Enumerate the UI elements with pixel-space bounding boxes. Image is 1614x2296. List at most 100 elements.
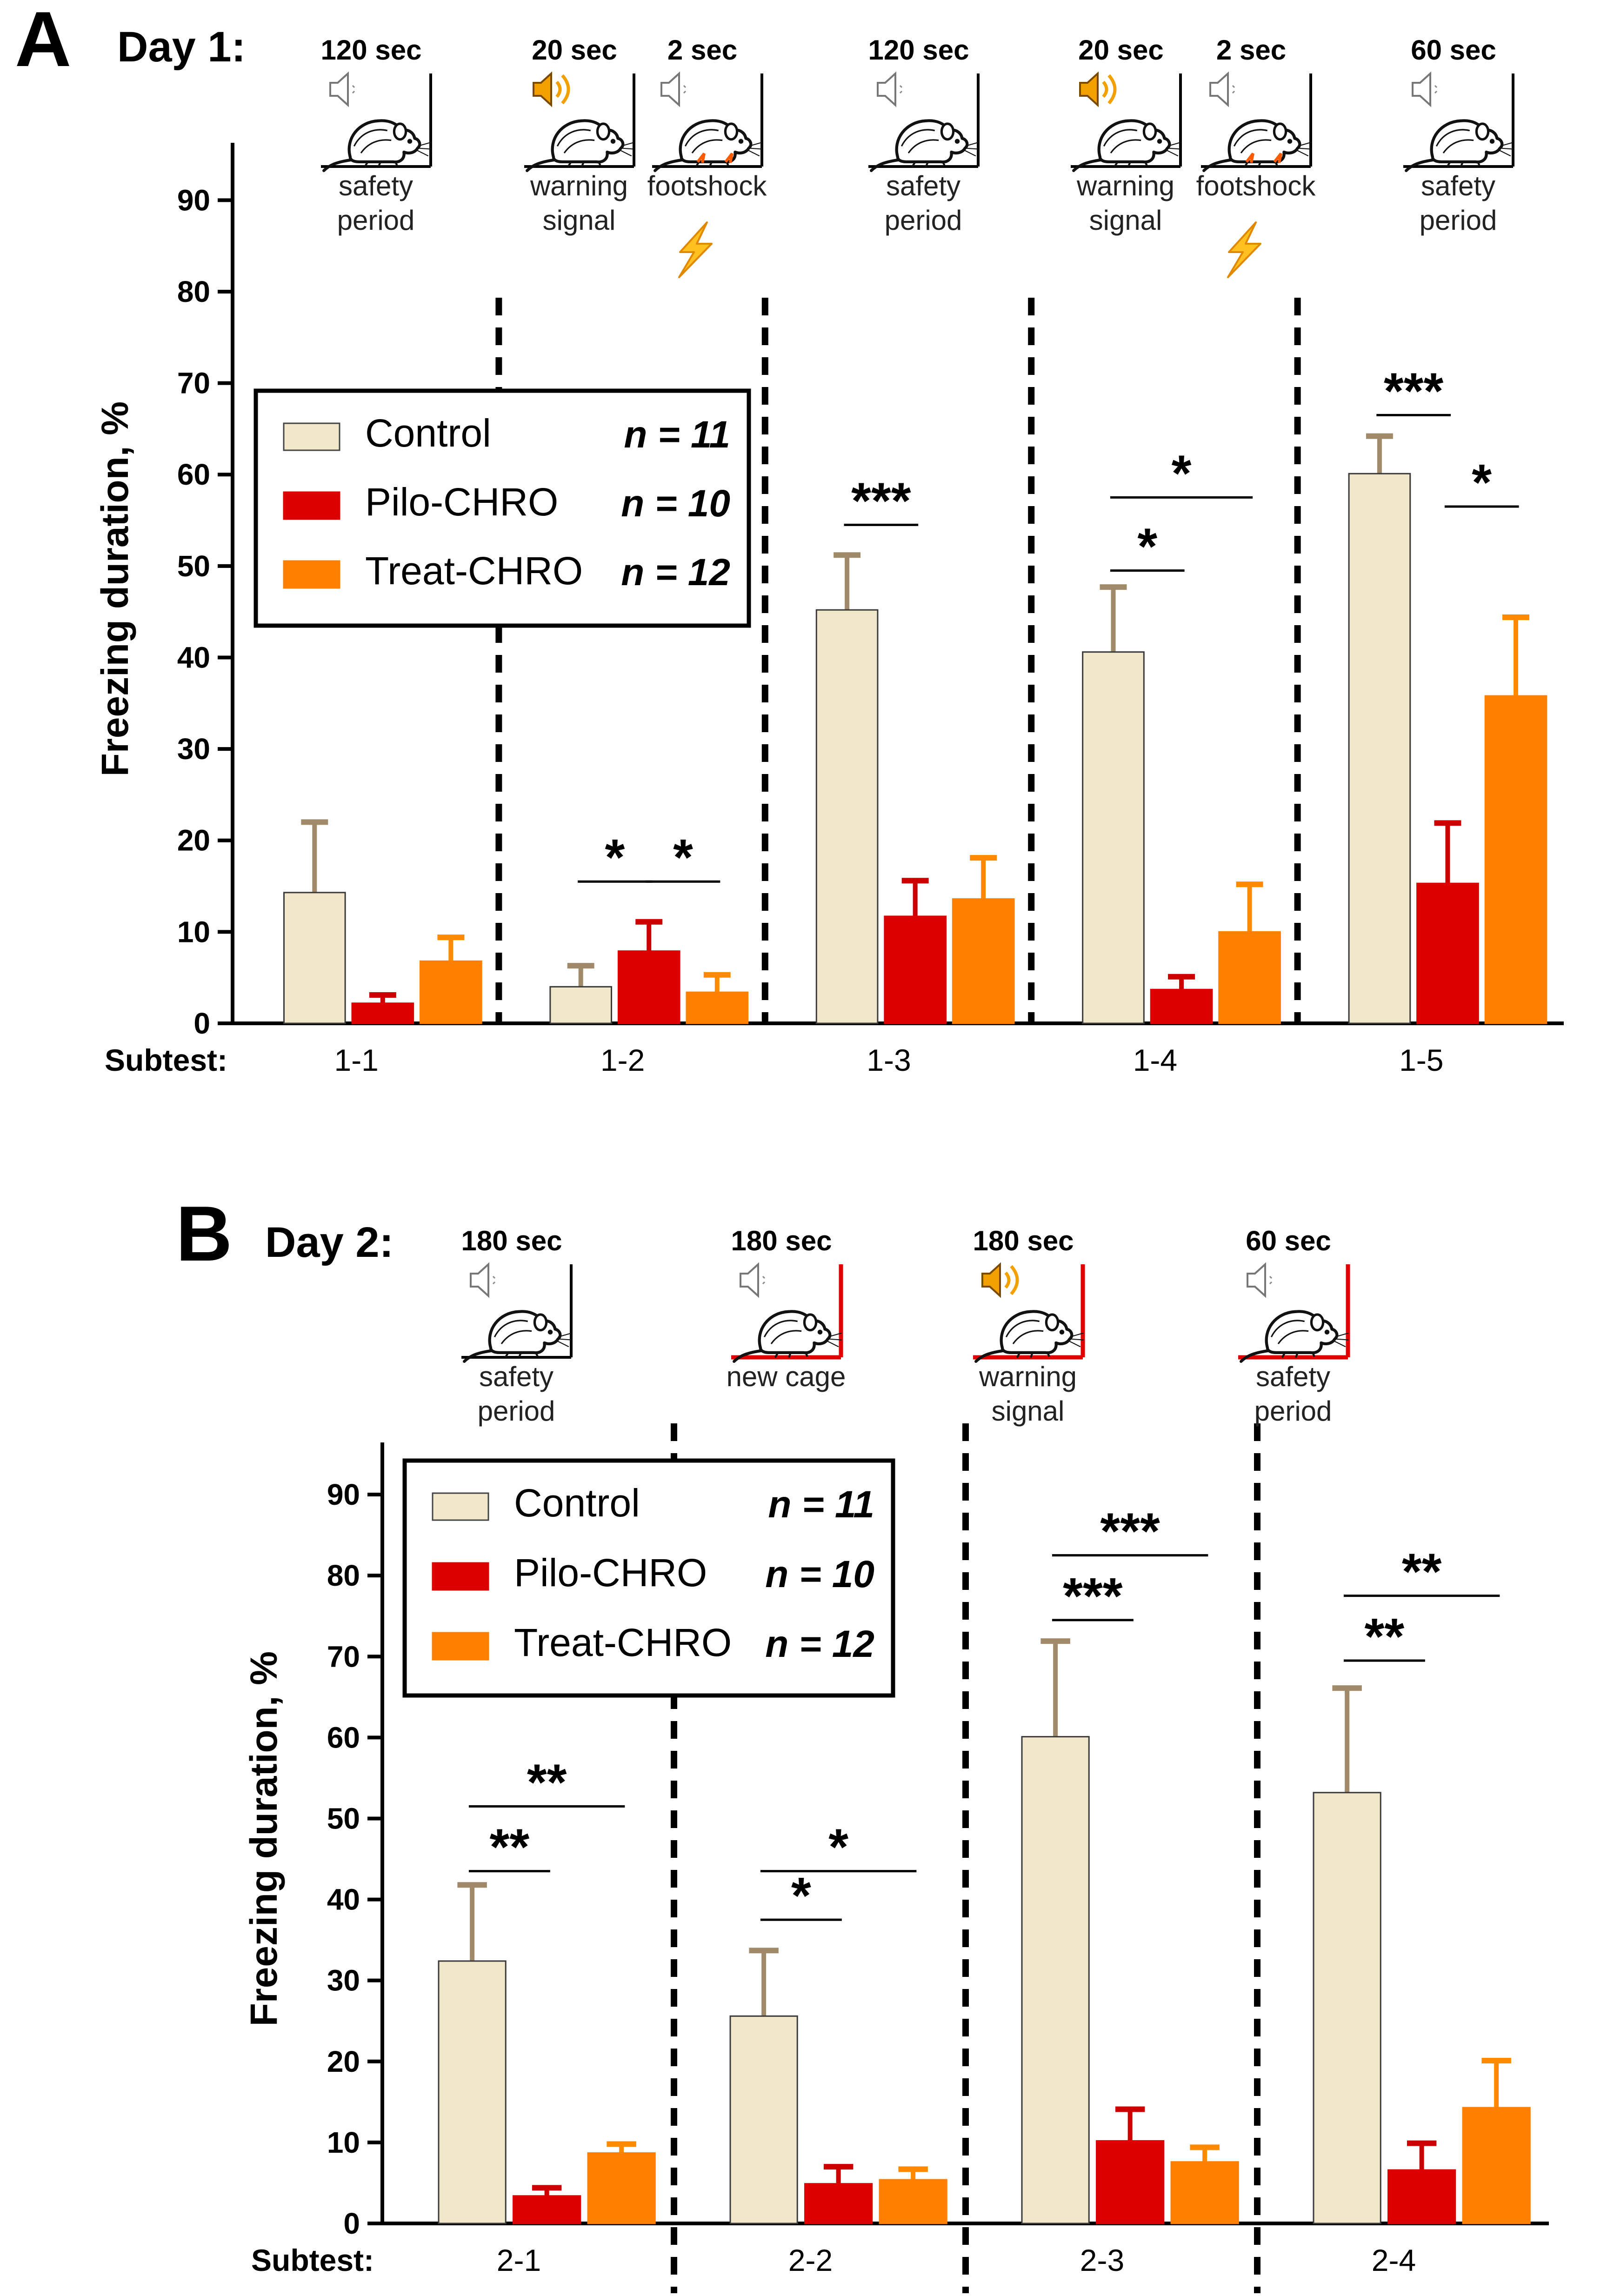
shock-spark-icon xyxy=(1245,153,1282,163)
y-tick-label: 60 xyxy=(177,458,210,491)
rat-icon xyxy=(527,120,634,170)
speaker-body xyxy=(329,71,349,107)
speaker-muted-icon xyxy=(1412,71,1438,107)
y-tick-label: 0 xyxy=(343,2207,360,2240)
bar xyxy=(1313,1792,1381,2224)
panel-a-day-label: Day 1: xyxy=(117,23,246,71)
panel-b-chart: 0 10 20 30 40 50 60 70 80 90 Freezing duration, % S… xyxy=(243,1225,1549,2293)
series-control xyxy=(283,433,1411,1024)
stage-duration: 20 sec xyxy=(1078,34,1164,66)
speaker-on-icon xyxy=(1079,71,1117,107)
bar xyxy=(587,2152,656,2224)
bar xyxy=(879,2179,947,2224)
stage-duration: 120 sec xyxy=(321,34,422,66)
x-category-label: 1-3 xyxy=(867,1043,911,1077)
y-tick-label: 30 xyxy=(177,732,210,766)
sound-wave xyxy=(1107,74,1117,105)
rat-icon xyxy=(1406,120,1514,170)
subtest-prefix-label: Subtest: xyxy=(251,2243,374,2277)
speaker-body xyxy=(740,1262,759,1298)
stage-label: period xyxy=(337,205,415,236)
y-tick-label: 20 xyxy=(327,2045,360,2078)
y-tick-label: 0 xyxy=(193,1007,210,1040)
stage-label: footshock xyxy=(1196,170,1316,201)
bar xyxy=(884,915,947,1024)
legend-swatch-treat-chro xyxy=(283,560,340,589)
series-pilo-chro xyxy=(513,2106,1456,2224)
significance-stars: ** xyxy=(490,1819,530,1876)
significance-stars: *** xyxy=(1100,1503,1160,1560)
legend-label: Pilo-CHRO xyxy=(514,1551,707,1595)
y-tick-label: 10 xyxy=(177,915,210,948)
stage-duration: 2 sec xyxy=(1216,34,1286,66)
y-tick-label: 10 xyxy=(327,2126,360,2159)
bar xyxy=(1150,988,1213,1024)
series-pilo-chro xyxy=(351,820,1479,1024)
stage-duration: 60 sec xyxy=(1411,34,1496,66)
series-control xyxy=(438,1638,1381,2224)
y-tick-label: 20 xyxy=(177,824,210,857)
lightning-bolt-icon xyxy=(1227,221,1261,278)
significance-stars: * xyxy=(605,829,625,886)
sound-wave xyxy=(1102,80,1108,98)
legend-label: Control xyxy=(514,1481,640,1525)
panel-a-chart: 0 10 20 30 40 50 60 70 80 90 Freezing duration, % S… xyxy=(94,34,1564,1077)
stage-label: period xyxy=(1254,1395,1332,1427)
speaker-muted-icon xyxy=(877,71,903,107)
speaker-body xyxy=(1209,71,1229,107)
y-tick-label: 40 xyxy=(327,1883,360,1916)
y-axis-title: Freezing duration, % xyxy=(243,1651,285,2026)
speaker-on-icon xyxy=(533,71,570,107)
speaker-body xyxy=(1247,1262,1266,1298)
stage-label: safety xyxy=(886,170,960,201)
x-category-label: 2-2 xyxy=(788,2243,833,2277)
legend: Control n = 11 Pilo-CHRO n = 10 Treat-CHRO n … xyxy=(253,388,751,628)
x-axis-labels: Subtest: 2-1 2-2 2-3 2-4 xyxy=(251,2243,1416,2277)
y-tick-label: 50 xyxy=(177,549,210,583)
bar xyxy=(804,2183,873,2224)
bar xyxy=(351,1002,414,1024)
speaker-body xyxy=(877,71,896,107)
rat-icon xyxy=(871,120,979,170)
y-tick-label: 50 xyxy=(327,1802,360,1835)
bar xyxy=(1170,2161,1239,2224)
speaker-muted-icon xyxy=(740,1262,766,1298)
stage-icons: 120 sec safety period 20 sec warning signal 2 … xyxy=(321,34,1514,278)
mute-marks xyxy=(1434,85,1438,94)
rat-icon xyxy=(976,1311,1083,1361)
legend-n: n = 11 xyxy=(768,1483,874,1526)
bar xyxy=(1387,2169,1456,2224)
bar xyxy=(1021,1736,1090,2224)
bar xyxy=(952,898,1015,1024)
shock-spark-icon xyxy=(696,153,734,163)
legend-n: n = 12 xyxy=(765,1623,874,1665)
significance-stars: *** xyxy=(1384,362,1444,420)
stage-duration: 120 sec xyxy=(868,34,969,66)
bar xyxy=(1348,473,1411,1024)
stage-duration: 20 sec xyxy=(532,34,617,66)
speaker-body xyxy=(1079,71,1099,107)
bar xyxy=(420,960,482,1024)
panel-b-letter: B xyxy=(176,1190,232,1277)
bolt-shape xyxy=(678,221,713,278)
stage-duration: 180 sec xyxy=(731,1225,832,1256)
x-category-label: 1-1 xyxy=(334,1043,379,1077)
bar xyxy=(1484,695,1547,1024)
bar xyxy=(729,2015,798,2224)
speaker-body xyxy=(981,1262,1001,1298)
significance-stars: *** xyxy=(851,472,911,529)
significance-stars: ** xyxy=(1365,1608,1405,1665)
speaker-body xyxy=(470,1262,489,1298)
stage-label: warning xyxy=(979,1361,1077,1392)
x-category-label: 2-1 xyxy=(497,2243,541,2277)
legend-n: n = 10 xyxy=(765,1553,874,1595)
stage-label: safety xyxy=(1256,1361,1330,1392)
stage-label: period xyxy=(1420,205,1497,236)
bar xyxy=(549,986,613,1024)
series-treat-chro xyxy=(420,614,1547,1024)
mute-marks xyxy=(1269,1275,1273,1285)
y-tick-label: 80 xyxy=(177,275,210,308)
